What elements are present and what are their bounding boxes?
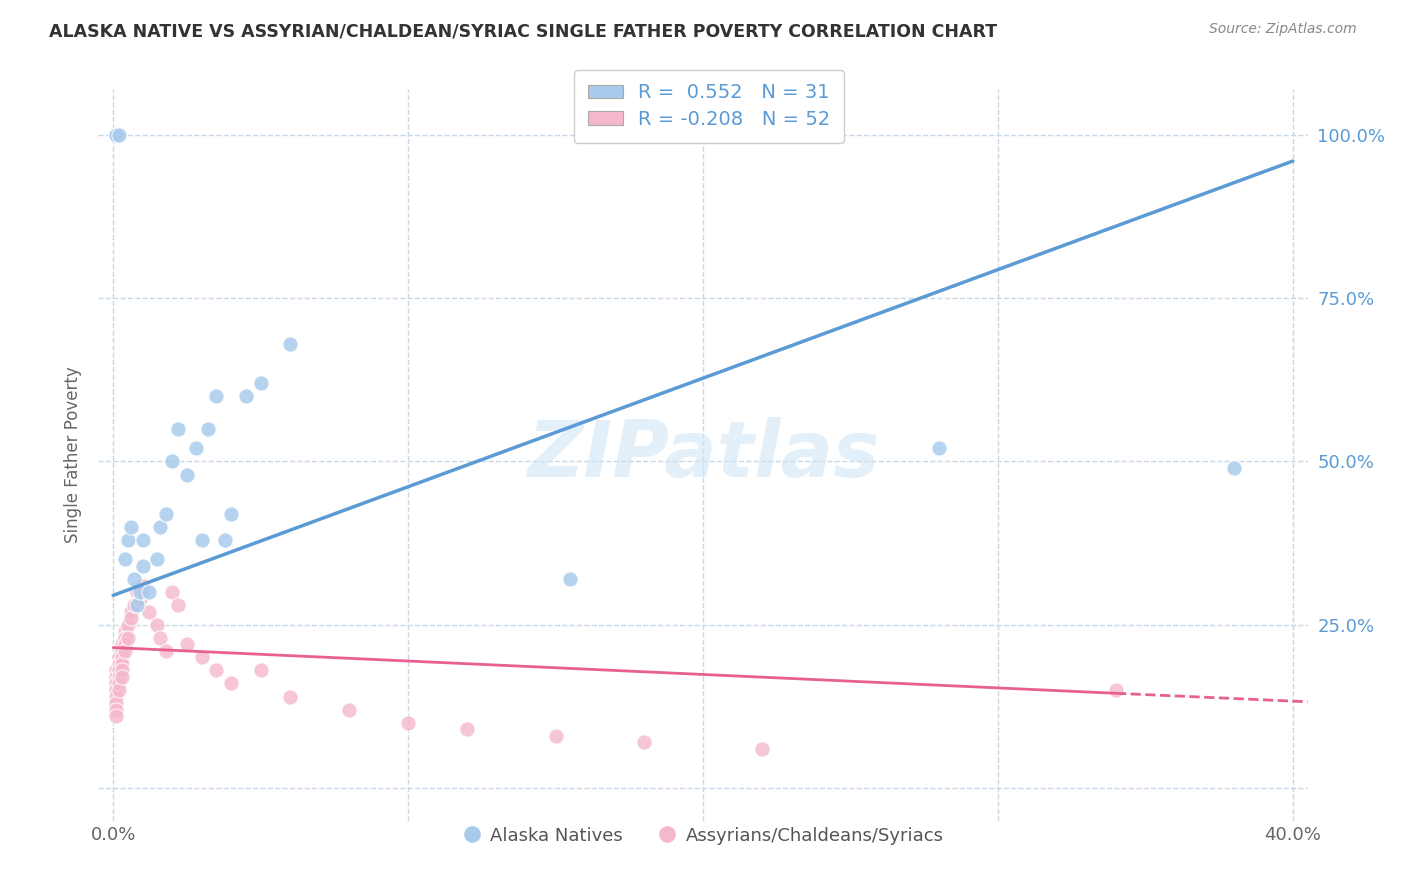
- Point: [249, 376, 271, 390]
- Point: [108, 650, 131, 665]
- Point: [111, 657, 134, 671]
- Point: [205, 664, 228, 678]
- Point: [108, 670, 131, 684]
- Point: [1105, 683, 1128, 698]
- Point: [117, 631, 139, 645]
- Point: [560, 572, 582, 586]
- Point: [167, 422, 190, 436]
- Text: Source: ZipAtlas.com: Source: ZipAtlas.com: [1209, 22, 1357, 37]
- Point: [114, 552, 136, 566]
- Point: [114, 644, 136, 658]
- Text: ZIPatlas: ZIPatlas: [527, 417, 879, 493]
- Point: [105, 670, 128, 684]
- Point: [278, 337, 301, 351]
- Point: [111, 637, 134, 651]
- Point: [176, 467, 198, 482]
- Point: [105, 128, 128, 142]
- Point: [751, 741, 773, 756]
- Point: [138, 585, 160, 599]
- Point: [131, 578, 153, 592]
- Point: [114, 637, 136, 651]
- Point: [149, 631, 172, 645]
- Point: [396, 715, 419, 730]
- Point: [337, 703, 360, 717]
- Point: [190, 650, 212, 665]
- Point: [219, 507, 242, 521]
- Point: [105, 709, 128, 723]
- Point: [111, 664, 134, 678]
- Point: [122, 572, 145, 586]
- Point: [160, 585, 183, 599]
- Point: [120, 611, 142, 625]
- Point: [108, 657, 131, 671]
- Point: [105, 128, 128, 142]
- Point: [122, 598, 145, 612]
- Point: [155, 507, 177, 521]
- Point: [128, 585, 150, 599]
- Point: [167, 598, 190, 612]
- Point: [125, 598, 148, 612]
- Point: [205, 389, 228, 403]
- Point: [1223, 461, 1246, 475]
- Point: [108, 676, 131, 690]
- Point: [633, 735, 655, 749]
- Point: [456, 723, 478, 737]
- Point: [155, 644, 177, 658]
- Point: [751, 128, 773, 142]
- Point: [544, 729, 567, 743]
- Point: [928, 442, 950, 456]
- Point: [105, 703, 128, 717]
- Point: [214, 533, 236, 547]
- Point: [111, 644, 134, 658]
- Text: ALASKA NATIVE VS ASSYRIAN/CHALDEAN/SYRIAC SINGLE FATHER POVERTY CORRELATION CHAR: ALASKA NATIVE VS ASSYRIAN/CHALDEAN/SYRIA…: [49, 22, 997, 40]
- Point: [249, 664, 271, 678]
- Point: [131, 558, 153, 573]
- Point: [235, 389, 257, 403]
- Point: [108, 683, 131, 698]
- Point: [108, 128, 131, 142]
- Point: [146, 552, 169, 566]
- Point: [190, 533, 212, 547]
- Point: [105, 676, 128, 690]
- Point: [105, 696, 128, 710]
- Point: [114, 631, 136, 645]
- Point: [120, 520, 142, 534]
- Point: [128, 591, 150, 606]
- Point: [176, 637, 198, 651]
- Point: [149, 520, 172, 534]
- Y-axis label: Single Father Poverty: Single Father Poverty: [65, 367, 83, 543]
- Point: [219, 676, 242, 690]
- Point: [138, 605, 160, 619]
- Point: [108, 664, 131, 678]
- Point: [105, 683, 128, 698]
- Point: [146, 617, 169, 632]
- Point: [105, 690, 128, 704]
- Point: [197, 422, 219, 436]
- Point: [160, 454, 183, 468]
- Point: [114, 624, 136, 639]
- Point: [131, 585, 153, 599]
- Legend: Alaska Natives, Assyrians/Chaldeans/Syriacs: Alaska Natives, Assyrians/Chaldeans/Syri…: [456, 820, 950, 852]
- Point: [105, 664, 128, 678]
- Point: [278, 690, 301, 704]
- Point: [120, 605, 142, 619]
- Point: [184, 442, 207, 456]
- Point: [125, 585, 148, 599]
- Point: [117, 617, 139, 632]
- Point: [111, 650, 134, 665]
- Point: [131, 533, 153, 547]
- Point: [111, 670, 134, 684]
- Point: [117, 533, 139, 547]
